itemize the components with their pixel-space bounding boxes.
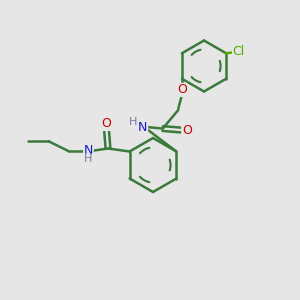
Text: N: N	[84, 144, 93, 158]
Text: Cl: Cl	[232, 45, 245, 58]
Text: O: O	[182, 124, 192, 136]
Text: N: N	[138, 121, 148, 134]
Text: O: O	[177, 83, 187, 96]
Text: H: H	[129, 117, 137, 127]
Text: O: O	[102, 117, 112, 130]
Text: H: H	[84, 154, 93, 164]
